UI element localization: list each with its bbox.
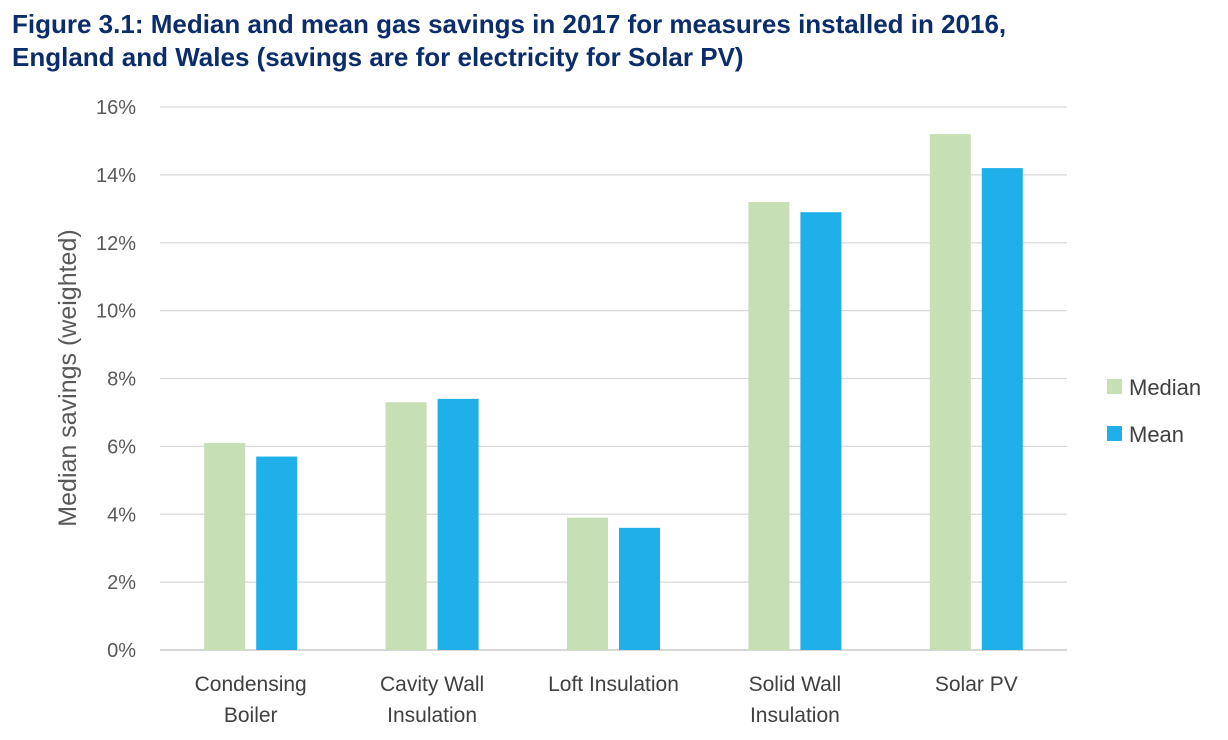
chart-title: Figure 3.1: Median and mean gas savings … xyxy=(12,8,1222,74)
y-tick-label: 14% xyxy=(96,165,136,187)
bar-median xyxy=(748,202,790,650)
bar-mean xyxy=(256,456,298,650)
bars xyxy=(204,134,1023,651)
x-category-label: Insulation xyxy=(387,704,477,727)
y-tick-label: 2% xyxy=(107,572,136,594)
y-tick-label: 6% xyxy=(107,436,136,458)
bar-mean xyxy=(437,398,479,650)
y-tick-label: 4% xyxy=(107,504,136,526)
chart-title-line-1: Figure 3.1: Median and mean gas savings … xyxy=(12,9,1007,39)
chart-title-line-2: England and Wales (savings are for elect… xyxy=(12,42,744,72)
x-category-label: Loft Insulation xyxy=(548,673,679,696)
legend-swatch-median xyxy=(1107,379,1122,394)
bar-median xyxy=(567,517,608,650)
y-tick-label: 10% xyxy=(96,301,136,323)
bar-mean xyxy=(981,168,1023,650)
gridlines xyxy=(160,106,1067,651)
legend-label: Median xyxy=(1129,375,1201,400)
x-category-label: Solid Wall xyxy=(749,673,842,696)
x-category-label: Condensing xyxy=(195,673,307,696)
y-tick-label: 8% xyxy=(107,369,136,391)
y-tick-label: 12% xyxy=(96,233,136,255)
x-axis-categories: Condensing Boiler Cavity Wall Insulation Lof… xyxy=(195,673,1018,727)
x-category-label: Cavity Wall xyxy=(380,673,484,696)
bar-median xyxy=(204,442,246,650)
legend-swatch-mean xyxy=(1107,426,1122,441)
y-axis-ticks: 0% 2% 4% 6% 8% 10% 12% 14% 16% xyxy=(96,97,136,662)
bar-mean xyxy=(800,212,842,651)
legend: Median Mean xyxy=(1107,375,1201,447)
x-category-label: Insulation xyxy=(750,704,840,727)
legend-label: Mean xyxy=(1129,422,1184,447)
bar-median xyxy=(929,134,971,650)
bar-median xyxy=(385,402,427,650)
y-tick-label: 0% xyxy=(107,640,136,662)
y-tick-label: 16% xyxy=(96,97,136,119)
bar-mean xyxy=(619,527,660,650)
y-axis-label: Median savings (weighted) xyxy=(54,229,82,526)
x-category-label: Boiler xyxy=(224,704,278,727)
x-category-label: Solar PV xyxy=(935,673,1018,696)
